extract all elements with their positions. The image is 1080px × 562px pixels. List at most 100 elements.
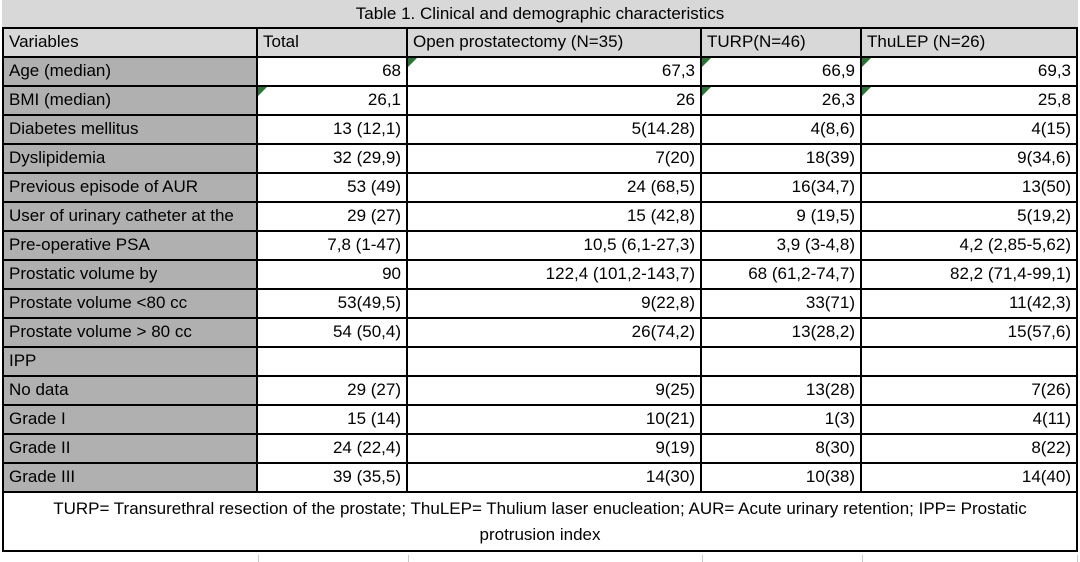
value-cell: 90 — [258, 261, 408, 290]
cell-text: 9(25) — [655, 380, 695, 399]
cell-error-marker-icon — [862, 87, 871, 96]
row-label-cell: Grade II — [4, 435, 258, 464]
cell-text: 24 (68,5) — [626, 177, 695, 196]
cell-text: 25,8 — [1037, 90, 1071, 109]
table-footnote: TURP= Transurethral resection of the pro… — [2, 493, 1078, 552]
cell-text: 26(74,2) — [631, 322, 695, 341]
cell-error-marker-icon — [408, 58, 417, 67]
cell-text: 68 (61,2-74,7) — [748, 264, 855, 283]
cell-text: 10(21) — [645, 409, 695, 428]
cell-error-marker-icon — [702, 58, 711, 67]
value-cell: 68 — [258, 58, 408, 87]
value-cell: 54 (50,4) — [258, 319, 408, 348]
value-cell — [258, 348, 408, 377]
value-cell: 53(49,5) — [258, 290, 408, 319]
gridline — [258, 555, 259, 562]
cell-text: 68 — [382, 61, 401, 80]
value-cell: 9(22,8) — [408, 290, 702, 319]
value-cell: 24 (22,4) — [258, 435, 408, 464]
value-cell: 1(3) — [702, 406, 862, 435]
value-cell: 3,9 (3-4,8) — [702, 232, 862, 261]
value-cell: 4(8,6) — [702, 116, 862, 145]
value-cell: 24 (68,5) — [408, 174, 702, 203]
cell-text: 26,3 — [821, 90, 855, 109]
value-cell: 4(11) — [862, 406, 1078, 435]
cell-error-marker-icon — [702, 87, 711, 96]
value-cell: 13 (12,1) — [258, 116, 408, 145]
value-cell: 4(15) — [862, 116, 1078, 145]
column-header-1: Total — [258, 29, 408, 58]
value-cell: 8(30) — [702, 435, 862, 464]
cell-text: 8(22) — [1031, 438, 1071, 457]
column-header-0: Variables — [4, 29, 258, 58]
row-label-cell: Age (median) — [4, 58, 258, 87]
cell-text: 1(3) — [824, 409, 855, 428]
value-cell: 9 (19,5) — [702, 203, 862, 232]
cell-text: 26 — [676, 90, 695, 109]
cell-text: 13(28,2) — [791, 322, 855, 341]
cell-text: 13 (12,1) — [332, 119, 401, 138]
row-label-cell: Diabetes mellitus — [4, 116, 258, 145]
value-cell: 15 (42,8) — [408, 203, 702, 232]
cell-text: 29 (27) — [347, 380, 401, 399]
value-cell: 11(42,3) — [862, 290, 1078, 319]
gridline — [862, 555, 863, 562]
cell-text: 18(39) — [805, 148, 855, 167]
value-cell: 39 (35,5) — [258, 464, 408, 493]
cell-text: 8(30) — [815, 438, 855, 457]
value-cell: 53 (49) — [258, 174, 408, 203]
value-cell: 7(26) — [862, 377, 1078, 406]
cell-text: 39 (35,5) — [332, 467, 401, 486]
column-header-3: TURP(N=46) — [702, 29, 862, 58]
value-cell: 7,8 (1-47) — [258, 232, 408, 261]
value-cell: 16(34,7) — [702, 174, 862, 203]
value-cell: 10,5 (6,1-27,3) — [408, 232, 702, 261]
cell-text: 24 (22,4) — [332, 438, 401, 457]
gridline — [408, 555, 409, 562]
value-cell: 122,4 (101,2-143,7) — [408, 261, 702, 290]
column-header-4: ThuLEP (N=26) — [862, 29, 1078, 58]
value-cell: 15(57,6) — [862, 319, 1078, 348]
cell-text: 5(19,2) — [1017, 206, 1071, 225]
table-sheet: Table 1. Clinical and demographic charac… — [2, 0, 1078, 552]
cell-text: 53 (49) — [347, 177, 401, 196]
cell-text: 67,3 — [661, 61, 695, 80]
cell-text: 53(49,5) — [337, 293, 401, 312]
cell-text: 10(38) — [805, 467, 855, 486]
cell-text: 32 (29,9) — [332, 148, 401, 167]
cell-text: 9(19) — [655, 438, 695, 457]
cell-text: 9(34,6) — [1017, 148, 1071, 167]
cell-text: 4,2 (2,85-5,62) — [959, 235, 1071, 254]
column-header-2: Open prostatectomy (N=35) — [408, 29, 702, 58]
cell-text: 122,4 (101,2-143,7) — [545, 264, 695, 283]
cell-text: 9(22,8) — [641, 293, 695, 312]
cell-text: 7(26) — [1031, 380, 1071, 399]
cell-text: 15 (42,8) — [626, 206, 695, 225]
footnote-line-2: protrusion index — [479, 525, 601, 544]
cell-text: 9 (19,5) — [796, 206, 855, 225]
value-cell: 26 — [408, 87, 702, 116]
value-cell: 13(28) — [702, 377, 862, 406]
value-cell: 5(19,2) — [862, 203, 1078, 232]
row-label-cell: Grade I — [4, 406, 258, 435]
cell-text: 33(71) — [805, 293, 855, 312]
value-cell: 15 (14) — [258, 406, 408, 435]
value-cell: 67,3 — [408, 58, 702, 87]
cell-text: 16(34,7) — [791, 177, 855, 196]
value-cell: 9(34,6) — [862, 145, 1078, 174]
value-cell: 26(74,2) — [408, 319, 702, 348]
row-label-cell: Pre-operative PSA — [4, 232, 258, 261]
cell-text: 4(11) — [1032, 409, 1071, 428]
value-cell — [702, 348, 862, 377]
sheet-gridline-strip — [0, 555, 1080, 562]
value-cell: 9(25) — [408, 377, 702, 406]
cell-text: 14(30) — [645, 467, 695, 486]
cell-text: 13(28) — [805, 380, 855, 399]
value-cell: 7(20) — [408, 145, 702, 174]
cell-text: 5(14.28) — [631, 119, 695, 138]
cell-text: 29 (27) — [347, 206, 401, 225]
value-cell: 69,3 — [862, 58, 1078, 87]
table-grid: Variables Total Open prostatectomy (N=35) T… — [2, 29, 1078, 493]
cell-text: 26,1 — [367, 90, 401, 109]
